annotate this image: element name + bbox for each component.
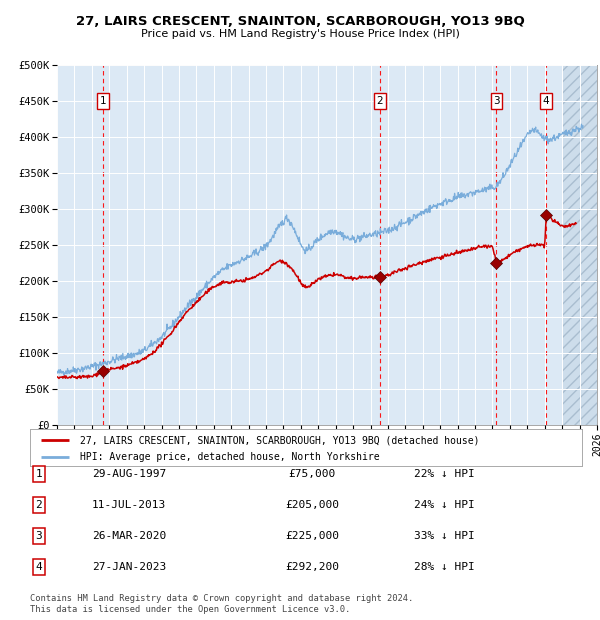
Text: 24% ↓ HPI: 24% ↓ HPI	[413, 500, 475, 510]
Text: 28% ↓ HPI: 28% ↓ HPI	[413, 562, 475, 572]
Text: £225,000: £225,000	[285, 531, 339, 541]
Text: 3: 3	[493, 96, 500, 106]
Text: 33% ↓ HPI: 33% ↓ HPI	[413, 531, 475, 541]
Text: 11-JUL-2013: 11-JUL-2013	[92, 500, 166, 510]
Text: Contains HM Land Registry data © Crown copyright and database right 2024.
This d: Contains HM Land Registry data © Crown c…	[30, 595, 413, 614]
Text: 29-AUG-1997: 29-AUG-1997	[92, 469, 166, 479]
Text: 2: 2	[376, 96, 383, 106]
Text: 3: 3	[35, 531, 43, 541]
Text: £205,000: £205,000	[285, 500, 339, 510]
Text: 27, LAIRS CRESCENT, SNAINTON, SCARBOROUGH, YO13 9BQ (detached house): 27, LAIRS CRESCENT, SNAINTON, SCARBOROUG…	[80, 435, 479, 445]
Text: 22% ↓ HPI: 22% ↓ HPI	[413, 469, 475, 479]
Text: 1: 1	[35, 469, 43, 479]
Text: £292,200: £292,200	[285, 562, 339, 572]
Text: £75,000: £75,000	[289, 469, 335, 479]
Bar	[562, 65, 600, 425]
Text: 1: 1	[100, 96, 107, 106]
Text: Price paid vs. HM Land Registry's House Price Index (HPI): Price paid vs. HM Land Registry's House …	[140, 29, 460, 39]
Text: HPI: Average price, detached house, North Yorkshire: HPI: Average price, detached house, Nort…	[80, 452, 379, 462]
Text: 2: 2	[35, 500, 43, 510]
Text: 27-JAN-2023: 27-JAN-2023	[92, 562, 166, 572]
Text: 27, LAIRS CRESCENT, SNAINTON, SCARBOROUGH, YO13 9BQ: 27, LAIRS CRESCENT, SNAINTON, SCARBOROUG…	[76, 16, 524, 28]
Text: 26-MAR-2020: 26-MAR-2020	[92, 531, 166, 541]
Text: 4: 4	[543, 96, 550, 106]
Text: 4: 4	[35, 562, 43, 572]
